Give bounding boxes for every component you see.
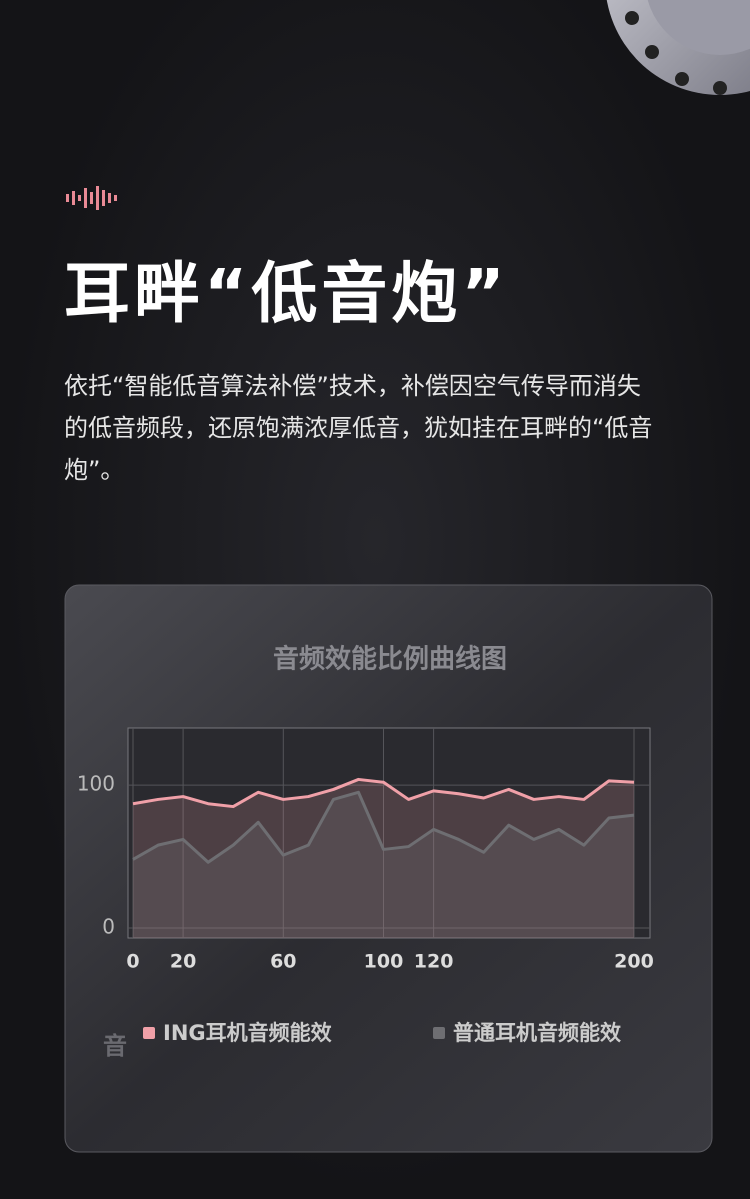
legend-label: 普通耳机音频能效 <box>453 1021 621 1045</box>
series-area <box>133 779 634 938</box>
speaker-inner <box>647 0 750 55</box>
wave-icon <box>66 186 117 210</box>
x-tick-label: 60 <box>270 951 296 973</box>
legend-swatch <box>433 1027 445 1039</box>
x-tick-label: 100 <box>364 951 404 973</box>
chart-title: 音频效能比例曲线图 <box>273 644 507 675</box>
headline: 耳畔“低音炮” <box>64 255 509 332</box>
legend-swatch <box>143 1027 155 1039</box>
legend-label: ING耳机音频能效 <box>163 1021 332 1045</box>
x-tick-label: 200 <box>614 951 654 973</box>
x-tick-label: 20 <box>170 951 196 973</box>
series-area <box>133 792 634 938</box>
series-line <box>132 790 635 864</box>
faded-text: 音 <box>103 1032 127 1060</box>
y-tick-label: 0 <box>102 915 115 939</box>
y-tick-label: 100 <box>77 772 115 796</box>
x-tick-label: 0 <box>126 951 139 973</box>
series-line <box>132 777 635 809</box>
x-tick-label: 120 <box>414 951 454 973</box>
description: 依托“智能低音算法补偿”技术，补偿因空气传导而消失的低音频段，还原饱满浓厚低音，… <box>64 372 653 484</box>
